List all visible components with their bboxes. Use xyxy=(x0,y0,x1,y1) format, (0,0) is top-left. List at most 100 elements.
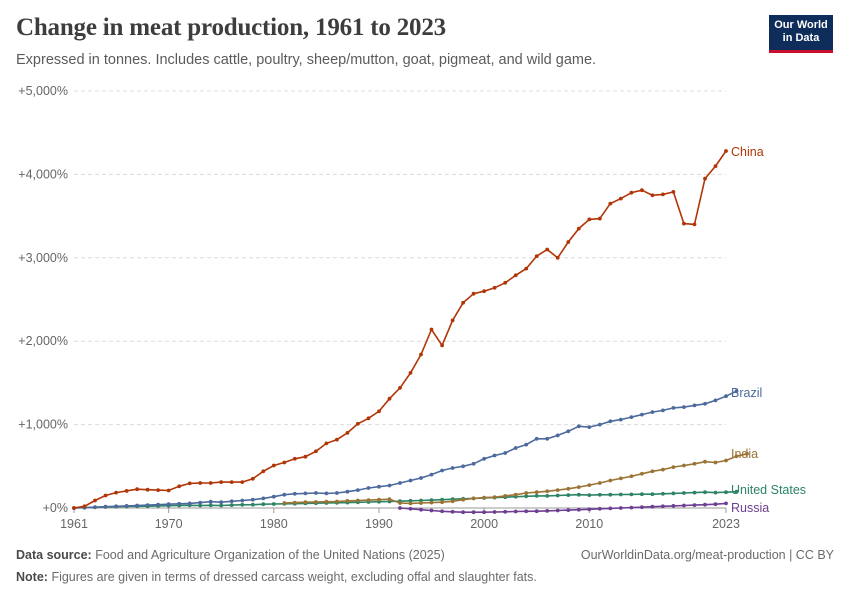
data-point xyxy=(555,508,560,513)
data-point xyxy=(692,461,697,466)
data-point xyxy=(229,480,234,484)
data-point xyxy=(261,502,266,507)
data-point xyxy=(292,491,297,496)
data-point xyxy=(282,492,287,497)
x-tick-label: 2010 xyxy=(575,517,603,531)
data-point xyxy=(240,498,245,503)
data-point xyxy=(93,498,97,503)
x-tick-label: 1970 xyxy=(155,517,183,531)
data-point xyxy=(324,491,329,496)
data-point xyxy=(166,502,171,507)
data-point xyxy=(187,481,192,486)
data-point xyxy=(250,476,255,481)
data-point xyxy=(408,506,413,511)
data-point xyxy=(461,510,465,515)
data-point xyxy=(682,221,686,226)
data-point xyxy=(335,499,339,504)
data-point xyxy=(240,502,245,507)
note-label: Note: xyxy=(16,570,48,584)
data-point xyxy=(440,500,444,505)
data-point xyxy=(492,495,497,500)
data-point xyxy=(124,504,129,508)
data-point xyxy=(682,405,686,409)
owid-logo[interactable]: Our World in Data xyxy=(769,15,833,53)
data-point xyxy=(661,504,665,509)
data-point xyxy=(387,497,392,502)
data-point xyxy=(261,496,266,501)
data-point xyxy=(597,492,602,497)
data-point xyxy=(713,398,718,403)
data-point xyxy=(597,481,602,485)
data-point xyxy=(661,192,665,197)
data-point xyxy=(671,406,676,410)
data-point xyxy=(713,490,718,495)
data-point xyxy=(587,493,592,497)
data-point xyxy=(703,459,707,464)
data-point xyxy=(524,491,529,495)
data-point xyxy=(566,493,571,497)
data-point xyxy=(661,491,665,496)
data-point xyxy=(261,469,266,474)
data-point xyxy=(314,500,318,504)
data-point xyxy=(555,493,560,498)
data-point xyxy=(703,490,707,495)
data-point xyxy=(545,494,550,498)
series-line-united-states xyxy=(73,490,737,509)
data-point xyxy=(534,490,539,495)
data-point xyxy=(587,217,592,222)
data-point xyxy=(534,436,539,441)
data-point xyxy=(724,490,728,495)
data-point xyxy=(703,502,707,507)
data-point xyxy=(640,188,644,193)
data-point xyxy=(482,289,486,294)
data-point xyxy=(356,498,360,503)
data-point xyxy=(534,494,539,498)
y-tick-label: +5,000% xyxy=(18,84,68,98)
data-point xyxy=(145,487,150,492)
data-point xyxy=(671,491,676,496)
data-point xyxy=(408,501,413,506)
data-point xyxy=(450,499,455,504)
source-label: Data source: xyxy=(16,548,92,562)
source-text: Food and Agriculture Organization of the… xyxy=(95,548,445,562)
data-point xyxy=(482,456,486,461)
data-point xyxy=(198,503,203,508)
data-point xyxy=(450,466,455,470)
data-point xyxy=(208,503,213,508)
data-point xyxy=(545,436,550,441)
data-point xyxy=(471,510,476,515)
x-tick-label: 2023 xyxy=(712,517,740,531)
source-url[interactable]: OurWorldinData.org/meat-production | CC … xyxy=(580,548,834,562)
data-point xyxy=(682,463,686,468)
data-point xyxy=(271,502,276,506)
data-point xyxy=(114,504,118,509)
data-point xyxy=(597,216,602,221)
data-point xyxy=(377,497,381,502)
data-point xyxy=(608,506,613,511)
data-point xyxy=(356,421,360,426)
data-point xyxy=(734,389,739,394)
data-point xyxy=(682,491,686,495)
data-point xyxy=(503,280,508,285)
data-point xyxy=(429,500,434,505)
data-point xyxy=(345,431,350,435)
data-point xyxy=(429,327,434,332)
data-point xyxy=(566,508,571,512)
data-point xyxy=(545,247,550,252)
data-point xyxy=(482,510,486,515)
data-point xyxy=(303,454,308,459)
series-label-china: China xyxy=(731,145,764,159)
data-point xyxy=(229,503,234,507)
data-point xyxy=(282,501,287,505)
data-point xyxy=(450,509,455,514)
data-point xyxy=(103,493,108,498)
data-point xyxy=(566,240,571,244)
x-tick-label: 1990 xyxy=(365,517,393,531)
data-point xyxy=(377,409,381,414)
data-point xyxy=(461,300,465,305)
data-point xyxy=(398,386,402,390)
data-point xyxy=(471,291,476,296)
data-point xyxy=(618,492,623,497)
data-point xyxy=(124,489,129,493)
data-point xyxy=(177,501,182,506)
